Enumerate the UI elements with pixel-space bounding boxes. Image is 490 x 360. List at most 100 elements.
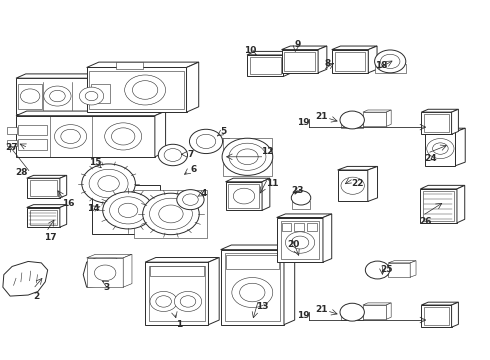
Polygon shape <box>220 245 294 249</box>
Polygon shape <box>135 74 145 114</box>
Text: 27: 27 <box>5 143 18 152</box>
Polygon shape <box>27 178 60 198</box>
Polygon shape <box>284 245 294 325</box>
Polygon shape <box>282 46 327 50</box>
Polygon shape <box>277 214 332 217</box>
Bar <box>19 139 47 150</box>
Circle shape <box>427 139 454 158</box>
Text: 16: 16 <box>62 199 75 208</box>
Bar <box>89 71 184 109</box>
Polygon shape <box>123 254 132 287</box>
Polygon shape <box>388 261 416 263</box>
Polygon shape <box>338 170 368 202</box>
Polygon shape <box>187 62 199 112</box>
Text: 23: 23 <box>292 186 304 195</box>
Polygon shape <box>16 78 135 114</box>
Circle shape <box>196 134 216 149</box>
Circle shape <box>190 129 222 154</box>
Circle shape <box>374 50 406 73</box>
Text: 25: 25 <box>380 265 392 274</box>
Circle shape <box>89 169 128 198</box>
Polygon shape <box>332 50 368 73</box>
Text: 13: 13 <box>256 302 269 311</box>
Bar <box>250 57 281 74</box>
Polygon shape <box>92 185 160 234</box>
Bar <box>19 84 42 109</box>
Polygon shape <box>145 257 219 262</box>
Circle shape <box>54 125 87 148</box>
Bar <box>292 201 310 208</box>
Text: 10: 10 <box>244 46 256 55</box>
Polygon shape <box>27 175 67 178</box>
Circle shape <box>150 292 177 311</box>
Polygon shape <box>420 189 457 223</box>
Bar <box>423 191 454 221</box>
Bar <box>224 253 280 321</box>
Polygon shape <box>363 112 386 126</box>
Polygon shape <box>16 116 155 157</box>
Text: 4: 4 <box>200 189 207 198</box>
Bar <box>19 125 47 135</box>
Polygon shape <box>363 110 391 112</box>
Text: 19: 19 <box>297 118 310 127</box>
Text: 9: 9 <box>294 40 301 49</box>
Bar <box>281 221 319 258</box>
Text: 12: 12 <box>261 147 273 156</box>
Circle shape <box>158 144 188 166</box>
Circle shape <box>124 75 166 105</box>
Text: 1: 1 <box>176 320 182 329</box>
Circle shape <box>143 193 199 235</box>
Text: 21: 21 <box>316 305 328 314</box>
Text: 5: 5 <box>220 127 226 136</box>
Polygon shape <box>225 178 270 182</box>
Text: 21: 21 <box>316 112 328 121</box>
Polygon shape <box>87 67 187 112</box>
Bar <box>30 210 57 225</box>
Text: 26: 26 <box>419 217 432 226</box>
Circle shape <box>112 128 135 145</box>
Polygon shape <box>27 204 67 207</box>
Bar <box>225 255 279 269</box>
Polygon shape <box>421 305 452 327</box>
Text: 3: 3 <box>103 283 109 292</box>
Polygon shape <box>410 261 416 277</box>
Polygon shape <box>363 305 386 319</box>
Polygon shape <box>386 303 391 319</box>
Bar <box>109 85 117 94</box>
Bar <box>134 190 207 238</box>
Circle shape <box>110 197 147 224</box>
Text: 18: 18 <box>375 61 388 70</box>
Polygon shape <box>208 257 219 325</box>
Circle shape <box>340 303 365 321</box>
Polygon shape <box>368 46 377 73</box>
Polygon shape <box>421 109 459 112</box>
Polygon shape <box>220 249 284 325</box>
Bar <box>374 64 406 73</box>
Circle shape <box>132 81 158 99</box>
Polygon shape <box>452 109 459 134</box>
Circle shape <box>21 89 40 103</box>
Polygon shape <box>247 51 291 55</box>
Polygon shape <box>425 128 465 132</box>
Circle shape <box>105 123 142 150</box>
Circle shape <box>82 164 135 203</box>
Text: 20: 20 <box>288 240 300 249</box>
Text: 14: 14 <box>87 204 99 213</box>
Polygon shape <box>3 261 48 296</box>
Polygon shape <box>368 166 377 202</box>
Circle shape <box>240 283 265 302</box>
Polygon shape <box>284 51 291 76</box>
Bar <box>91 84 110 103</box>
Circle shape <box>49 90 65 102</box>
Bar <box>223 138 272 176</box>
Bar <box>116 62 143 69</box>
Polygon shape <box>87 254 132 258</box>
Polygon shape <box>16 74 145 78</box>
Circle shape <box>44 86 71 106</box>
Polygon shape <box>155 111 166 157</box>
Polygon shape <box>60 175 67 198</box>
Polygon shape <box>420 185 465 189</box>
Text: 24: 24 <box>424 154 437 163</box>
Circle shape <box>183 194 198 205</box>
Polygon shape <box>87 62 199 67</box>
